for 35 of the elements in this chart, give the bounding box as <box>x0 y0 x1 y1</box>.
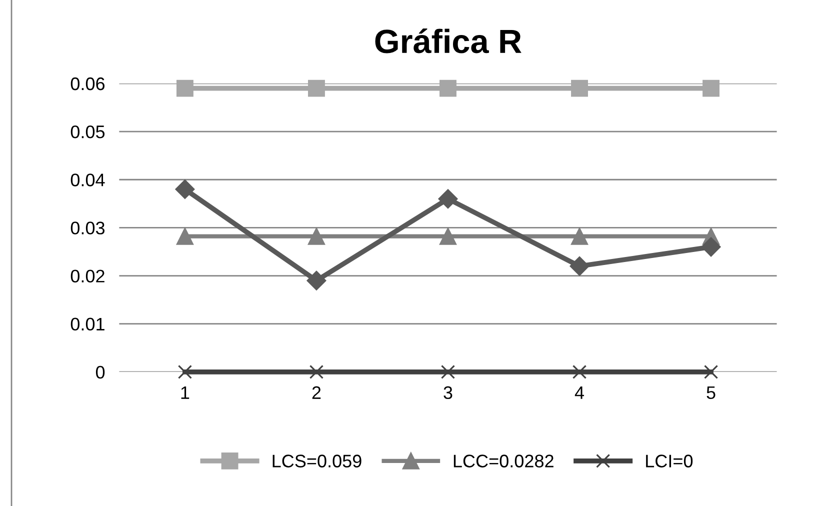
x-tick-label: 5 <box>706 386 716 400</box>
point <box>308 80 325 97</box>
point <box>572 364 587 379</box>
x-tick-label: 1 <box>181 386 190 399</box>
legend-label: LCI=0 <box>646 454 693 468</box>
point <box>306 270 326 290</box>
point <box>438 189 458 209</box>
point <box>176 80 194 97</box>
legend-label: LCC=0.0282 <box>454 454 554 468</box>
point <box>309 364 324 379</box>
point <box>440 364 456 379</box>
point <box>175 180 195 199</box>
y-tick-label: 0.04 <box>70 174 105 186</box>
point <box>702 80 720 97</box>
x-tick-label: 2 <box>312 386 321 399</box>
y-tick-label: 0 <box>96 366 105 379</box>
point <box>570 256 590 276</box>
point <box>571 80 588 97</box>
point <box>440 228 456 245</box>
x-tick-label: 4 <box>574 386 584 399</box>
point <box>178 364 192 379</box>
y-tick-label: 0.01 <box>70 318 104 331</box>
y-tick-label: 0.06 <box>70 77 105 90</box>
legend-label: LCS=0.059 <box>272 454 362 468</box>
chart-title: Gráfica R <box>375 28 522 54</box>
y-tick-label: 0.02 <box>70 270 104 282</box>
point <box>701 237 721 257</box>
point <box>571 228 588 245</box>
x-tick-label: 3 <box>444 386 452 400</box>
y-tick-label: 0.05 <box>70 125 105 138</box>
y-tick-label: 0.03 <box>70 222 105 234</box>
point <box>704 364 718 379</box>
point <box>176 228 194 245</box>
point <box>440 80 456 97</box>
point <box>308 228 325 245</box>
